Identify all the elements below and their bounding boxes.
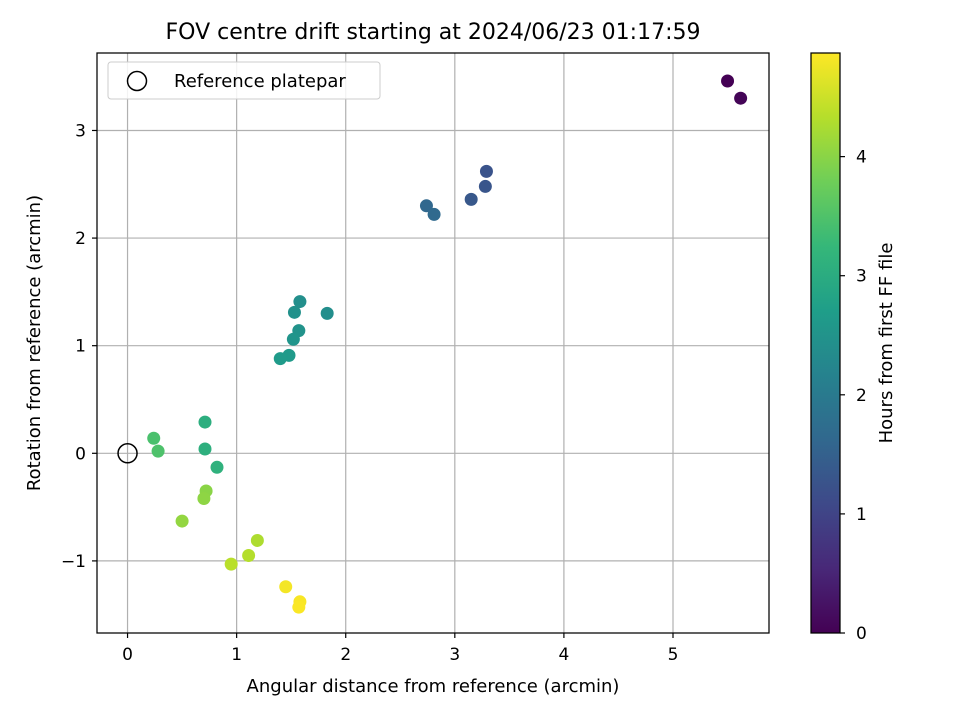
x-tick-label: 1 [231,645,242,665]
data-point [197,491,211,505]
colorbar-tick-label: 4 [856,148,867,168]
data-point [479,164,493,178]
x-tick-label: 2 [340,645,351,665]
y-axis-label: Rotation from reference (arcmin) [24,195,45,491]
data-point [250,533,264,547]
legend-box [107,61,381,100]
y-tick-label: 3 [75,121,86,141]
colorbar-tick-label: 1 [856,505,867,525]
data-point [198,415,212,429]
x-tick-label: 3 [449,645,460,665]
y-tick-label: 2 [75,229,86,249]
data-point [175,514,189,528]
data-point [419,199,433,213]
data-point [242,549,256,563]
data-point [151,444,165,458]
y-tick-label: −1 [61,552,86,572]
data-point [734,91,748,105]
data-point [427,207,441,221]
data-point [464,192,478,206]
data-point [224,557,238,571]
data-point [279,580,293,594]
grid-lines [97,53,769,633]
y-tick-label: 1 [75,337,86,357]
colorbar-tick-label: 3 [856,267,867,287]
data-point [273,352,287,366]
x-axis: 0 1 2 3 4 5 [122,633,678,665]
data-point [721,74,735,88]
x-tick-label: 4 [558,645,569,665]
data-point [147,431,161,445]
colorbar-tick-label: 2 [856,386,867,406]
data-point [293,295,307,309]
colorbar-ticks: 0 1 2 3 4 [840,148,867,644]
colorbar-gradient-bar [810,52,841,634]
chart-title: FOV centre drift starting at 2024/06/23 … [166,20,701,45]
y-axis: −1 0 1 2 3 [61,121,97,572]
data-point [286,332,300,346]
x-tick-label: 0 [122,645,133,665]
legend-marker-open-circle [126,70,148,92]
data-point [292,600,306,614]
data-point [478,179,492,193]
legend: Reference platepar [107,61,381,100]
colorbar-label: Hours from first FF file [876,243,897,444]
colorbar: 0 1 2 3 4 Hours from first FF file [810,52,897,644]
data-points [147,74,748,614]
data-point [320,306,334,320]
data-point [210,460,224,474]
x-tick-label: 5 [668,645,679,665]
colorbar-tick-label: 0 [856,624,867,644]
legend-label: Reference platepar [174,71,346,92]
y-tick-label: 0 [75,444,86,464]
data-point [198,442,212,456]
data-point [287,305,301,319]
x-axis-label: Angular distance from reference (arcmin) [247,676,620,697]
plot-frame [96,52,770,634]
reference-point-marker [117,443,138,464]
